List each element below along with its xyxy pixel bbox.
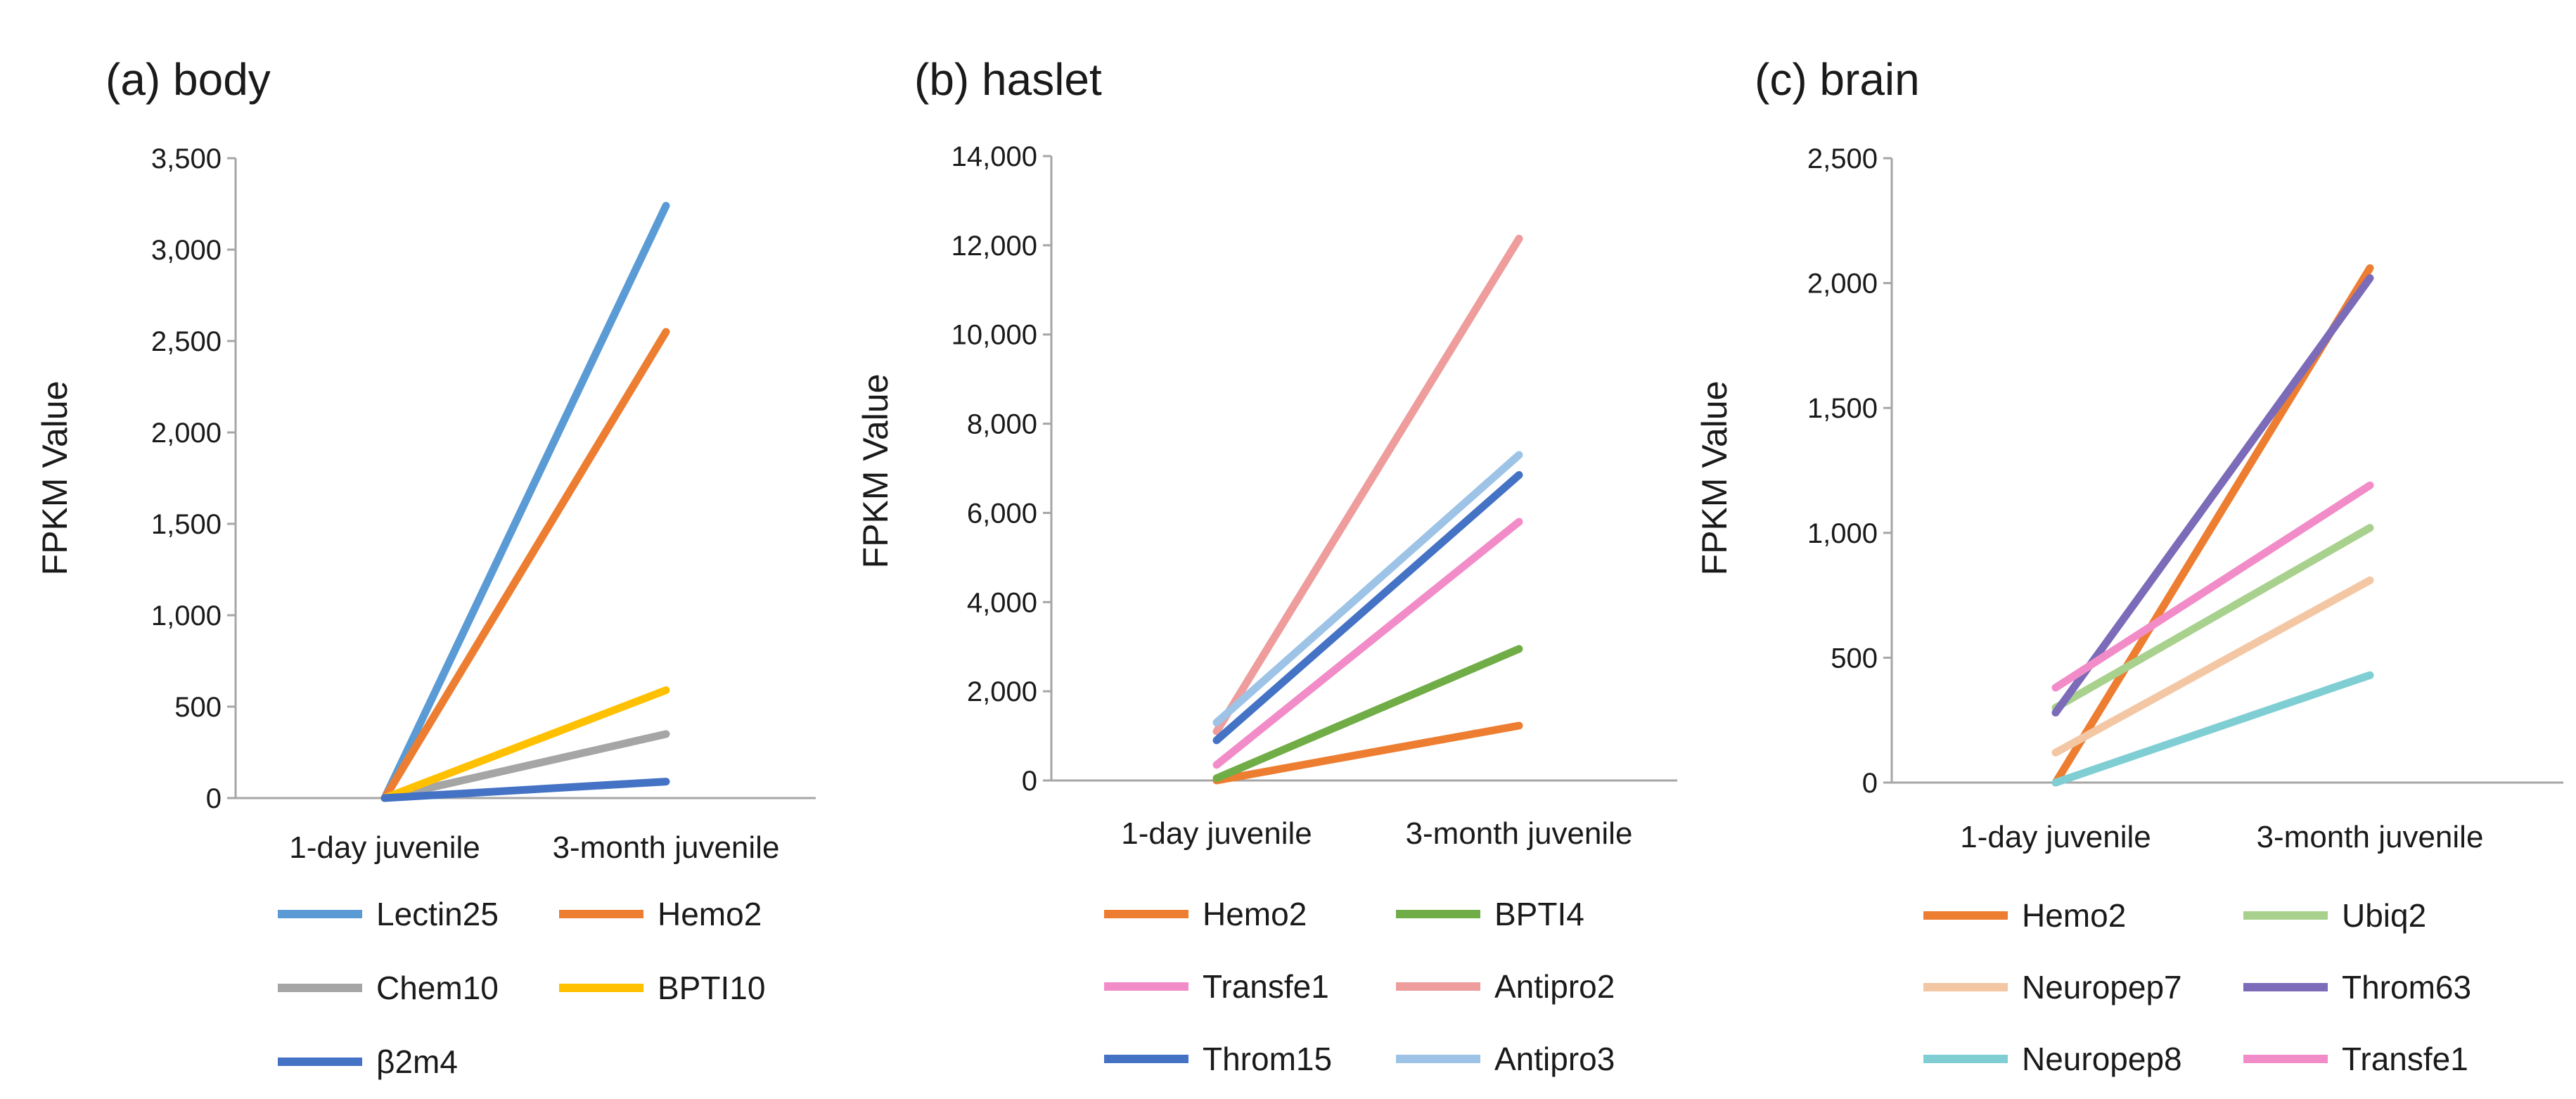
series-line-bpti4 <box>1212 645 1523 783</box>
series-line-neuropep8 <box>2051 671 2374 787</box>
y-tick-label: 8,000 <box>967 409 1037 440</box>
y-tick-label: 2,500 <box>151 326 222 357</box>
y-axis-label: FPKM Value <box>1695 381 1734 576</box>
series-line-β2m4 <box>380 778 670 802</box>
y-tick-label: 2,000 <box>151 418 222 449</box>
y-tick-label: 10,000 <box>951 320 1037 351</box>
legend-label-hemo2: Hemo2 <box>2022 897 2126 934</box>
legend-label-bpti4: BPTI4 <box>1494 896 1584 932</box>
y-tick-label: 1,000 <box>1807 518 1878 549</box>
chart-title: (b) haslet <box>914 54 1102 105</box>
legend-label-bpti10: BPTI10 <box>658 970 765 1006</box>
y-tick-label: 0 <box>1862 768 1878 799</box>
x-tick-label: 1-day juvenile <box>289 830 480 865</box>
legend-label-chem10: Chem10 <box>376 970 499 1006</box>
y-tick-label: 2,000 <box>1807 269 1878 300</box>
series-line-antipro2 <box>1212 234 1523 735</box>
legend-label-transfe1: Transfe1 <box>1203 968 1329 1005</box>
chart-title: (c) brain <box>1755 54 1920 105</box>
legend-label-hemo2: Hemo2 <box>1203 896 1307 932</box>
y-tick-label: 3,000 <box>151 235 222 266</box>
series-line-antipro3 <box>1212 451 1523 727</box>
y-tick-label: 1,500 <box>151 509 222 540</box>
y-tick-label: 0 <box>1022 766 1037 797</box>
series-line-transfe1 <box>1212 518 1523 769</box>
y-axis-label: FPKM Value <box>856 374 895 569</box>
y-tick-label: 3,500 <box>151 143 222 174</box>
y-tick-label: 0 <box>206 783 222 814</box>
legend-label-neuropep8: Neuropep8 <box>2022 1041 2182 1077</box>
x-tick-label: 3-month juvenile <box>2257 820 2484 854</box>
series-line-transfe1 <box>2051 481 2374 692</box>
series-line-bpti10 <box>380 686 670 802</box>
legend-label-hemo2: Hemo2 <box>658 896 762 932</box>
legend-label-throm15: Throm15 <box>1203 1041 1332 1077</box>
series-line-neuropep7 <box>2051 576 2374 757</box>
x-tick-label: 3-month juvenile <box>1406 816 1633 851</box>
series-line-throm63 <box>2051 274 2374 717</box>
series-line-chem10 <box>380 730 670 802</box>
chart-title: (a) body <box>105 54 271 105</box>
series-line-hemo2 <box>1212 721 1523 785</box>
legend-label-antipro2: Antipro2 <box>1494 968 1615 1005</box>
legend-label-neuropep7: Neuropep7 <box>2022 969 2182 1005</box>
y-tick-label: 12,000 <box>951 231 1037 262</box>
y-tick-label: 2,000 <box>967 676 1037 707</box>
y-tick-label: 500 <box>174 692 222 723</box>
y-axis-label: FPKM Value <box>35 381 75 576</box>
legend-label-antipro3: Antipro3 <box>1494 1041 1615 1077</box>
legend-label-lectin25: Lectin25 <box>376 896 499 932</box>
legend-label-ubiq2: Ubiq2 <box>2342 897 2426 934</box>
y-tick-label: 500 <box>1831 643 1878 674</box>
x-tick-label: 1-day juvenile <box>1960 820 2151 854</box>
y-tick-label: 6,000 <box>967 498 1037 529</box>
chart-panel-body: (a) body FPKM Value 0 500 1,000 1,500 2,000 2,5… <box>35 54 816 1080</box>
series-line-ubiq2 <box>2051 524 2374 712</box>
x-tick-label: 1-day juvenile <box>1121 816 1312 851</box>
series-line-throm15 <box>1212 471 1523 745</box>
legend-label-transfe1: Transfe1 <box>2342 1041 2468 1077</box>
chart-panel-haslet: (b) haslet FPKM Value 0 2,000 4,000 6,000 8,00… <box>856 54 1677 1077</box>
x-tick-label: 3-month juvenile <box>553 830 780 865</box>
series-line-lectin25 <box>380 202 670 802</box>
chart-panel-brain: (c) brain FPKM Value 0 500 1,000 1,500 2,000 2,… <box>1695 54 2563 1077</box>
y-tick-label: 4,000 <box>967 587 1037 618</box>
y-tick-label: 2,500 <box>1807 143 1878 174</box>
series-line-hemo2 <box>380 328 670 802</box>
legend-label-β2m4: β2m4 <box>376 1043 458 1080</box>
y-tick-label: 1,000 <box>151 600 222 631</box>
legend-label-throm63: Throm63 <box>2342 969 2471 1005</box>
y-tick-label: 14,000 <box>951 141 1037 172</box>
y-tick-label: 1,500 <box>1807 393 1878 424</box>
